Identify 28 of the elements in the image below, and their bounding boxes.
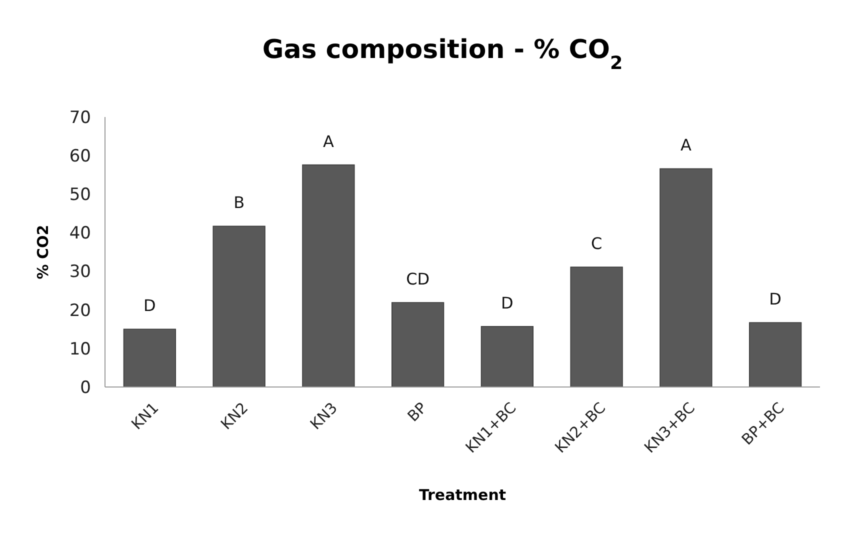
bar (212, 226, 266, 388)
x-axis-title: Treatment (418, 486, 506, 504)
annotation: CD (406, 270, 430, 289)
x-tick-label: BP (404, 398, 430, 426)
bar (748, 322, 802, 388)
chart-title: Gas composition - % CO$_{2}$ (262, 35, 623, 74)
annotation: B (234, 193, 245, 212)
y-tick-label: 40 (69, 224, 91, 244)
bar (660, 168, 712, 388)
y-tick-label: 50 (69, 185, 91, 206)
annotation: D (501, 293, 514, 312)
y-axis-title: % CO2 (34, 224, 52, 280)
annotation: A (680, 136, 692, 155)
bar (123, 328, 176, 388)
bar (570, 266, 623, 388)
bar (391, 302, 444, 388)
annotation: D (769, 290, 782, 309)
y-tick-label: 30 (69, 262, 91, 282)
bar (480, 326, 534, 388)
annotation: A (322, 132, 334, 151)
annotation: D (144, 296, 156, 316)
y-tick-label: 70 (69, 108, 91, 128)
bar (302, 164, 355, 388)
y-tick-label: 60 (69, 146, 91, 167)
y-tick-label: 10 (69, 339, 91, 360)
annotation: C (590, 234, 602, 254)
y-tick-label: 0 (80, 378, 91, 398)
y-tick-label: 20 (69, 300, 91, 321)
